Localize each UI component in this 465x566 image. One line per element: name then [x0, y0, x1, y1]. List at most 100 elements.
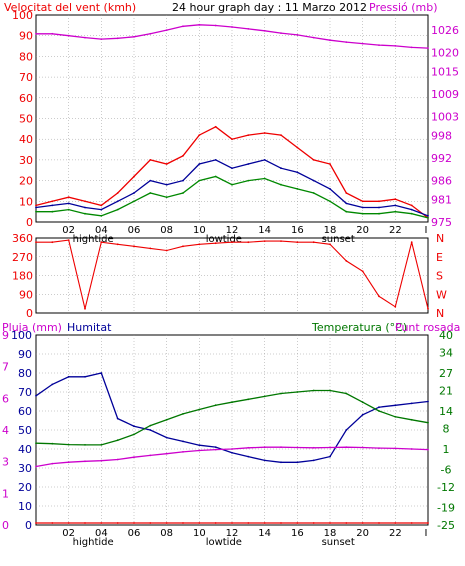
time-tick-label: 02: [62, 225, 75, 236]
dewpoint-line-point: [35, 465, 37, 468]
direction-line-point: [214, 242, 217, 245]
wind_blue-line-point: [280, 167, 282, 170]
chart-marks: 0102030405060708090100975981986992998100…: [2, 9, 459, 548]
wind_red-line-point: [35, 204, 37, 207]
humidity-line-point: [263, 459, 266, 462]
rain-line-point: [345, 522, 348, 524]
dewpoint-line-point: [198, 449, 201, 452]
direction-line-point: [378, 295, 380, 298]
wind_red-line-point: [345, 192, 348, 194]
pressure-axis-tick-label: 992: [431, 152, 452, 165]
wind-axis-tick-label: 0: [26, 216, 33, 229]
time-tick-label: 06: [128, 225, 141, 236]
humidity-axis-tick-label: 50: [18, 424, 32, 437]
temperature-line-point: [84, 444, 86, 446]
wind_blue-line-point: [247, 163, 250, 165]
rain-axis-tick-label: 7: [2, 361, 9, 374]
temperature-line-point: [263, 395, 266, 398]
time-tick-label: 10: [193, 225, 206, 236]
direction-line-point: [100, 241, 103, 244]
wind_blue-line-point: [263, 159, 266, 161]
wind_red-line-point: [198, 134, 201, 137]
wind_green-line-point: [280, 183, 282, 186]
dewpoint-line-point: [84, 460, 86, 463]
dewpoint-line-point: [165, 452, 168, 455]
direction-axis-tick-label: 360: [12, 232, 33, 245]
rain-line-point: [231, 522, 233, 524]
humidity-axis-tick-label: 60: [18, 405, 32, 418]
rain-axis-tick-label: 1: [2, 487, 9, 500]
dewpoint-line-point: [296, 446, 299, 449]
rain-axis-tick-label: 0: [2, 519, 9, 532]
wind-title: Velocitat del vent (kmh): [4, 1, 136, 14]
rain-line-point: [280, 522, 282, 524]
humidity-axis-tick-label: 20: [18, 481, 32, 494]
wind_red-line-point: [165, 163, 168, 165]
pressure-line-point: [67, 34, 70, 37]
temperature-line-point: [280, 392, 282, 395]
tide-event-label: lowtide: [206, 537, 242, 548]
wind-axis-tick-label: 20: [19, 175, 33, 188]
temperature-line-point: [427, 421, 429, 424]
pressure-line-point: [280, 32, 282, 34]
direction-line-point: [280, 240, 282, 243]
temperature-line-point: [133, 433, 135, 436]
pressure-line-point: [182, 25, 184, 28]
wind_green-line-point: [427, 217, 429, 219]
wind_green-line-point: [198, 179, 201, 182]
wind_red-line-point: [149, 159, 152, 161]
wind_green-line-point: [84, 212, 86, 215]
temperature-line-point: [182, 413, 184, 415]
temperature-line-point: [247, 398, 250, 401]
wind_green-line-point: [231, 183, 233, 186]
pressure-axis-tick-label: 998: [431, 129, 452, 142]
direction-line-point: [198, 243, 201, 246]
time-tick-label: I: [425, 528, 428, 539]
wind_green-line-point: [100, 214, 103, 217]
rain-line-point: [84, 522, 86, 524]
wind_blue-line-point: [35, 206, 37, 209]
time-tick-label: 16: [291, 225, 304, 236]
humidity-line-point: [182, 440, 184, 443]
humidity-axis-tick-label: 0: [25, 519, 32, 532]
rain-line-point: [51, 522, 54, 524]
humidity-axis-tick-label: 10: [18, 500, 32, 513]
direction-line-point: [116, 243, 119, 246]
tide-event-label: hightide: [73, 537, 114, 548]
wind_green-line-point: [214, 175, 217, 178]
dewpoint-line-point: [51, 462, 54, 465]
rain-line-point: [263, 522, 266, 524]
time-tick-label: 20: [356, 225, 369, 236]
wind_blue-line-point: [361, 206, 364, 209]
direction-axis-tick-label: 0: [26, 307, 33, 320]
direction-axis-tick-label: 180: [12, 270, 33, 283]
time-tick-label: 20: [356, 528, 369, 539]
humidity-line-point: [35, 394, 37, 397]
dewpoint-line-point: [149, 454, 152, 457]
dewpoint-line-point: [280, 446, 282, 449]
rain-line-point: [312, 522, 315, 524]
wind_red-line-point: [116, 192, 119, 194]
rain-line-point: [100, 522, 103, 524]
pressure-axis-tick-label: 986: [431, 175, 452, 188]
direction-line-point: [182, 245, 184, 248]
wind_green-line-point: [67, 208, 70, 211]
dewpoint-line-point: [247, 446, 250, 449]
wind_red-line-point: [394, 198, 397, 201]
wind-axis-tick-label: 100: [12, 9, 33, 22]
humidity-axis-tick-label: 100: [11, 329, 32, 342]
time-tick-label: 04: [95, 528, 108, 539]
temperature-axis-tick-label: 1: [443, 443, 450, 456]
rain-line-point: [378, 522, 380, 524]
temperature-line-point: [116, 439, 119, 442]
humidity-line-point: [329, 455, 331, 458]
wind_blue-line-point: [214, 159, 217, 161]
temperature-axis-tick-label: -12: [437, 481, 455, 494]
pressure-line-point: [296, 34, 299, 36]
tide-event-label: lowtide: [206, 234, 242, 245]
wind_blue-line-point: [394, 204, 397, 207]
humidity-line-point: [100, 372, 103, 374]
wind_red-line-point: [84, 200, 86, 203]
direction-line-point: [231, 241, 233, 244]
compass-tick-label: N: [436, 307, 444, 320]
